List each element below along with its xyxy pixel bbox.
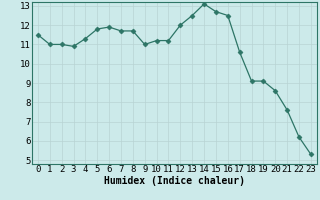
X-axis label: Humidex (Indice chaleur): Humidex (Indice chaleur) xyxy=(104,176,245,186)
